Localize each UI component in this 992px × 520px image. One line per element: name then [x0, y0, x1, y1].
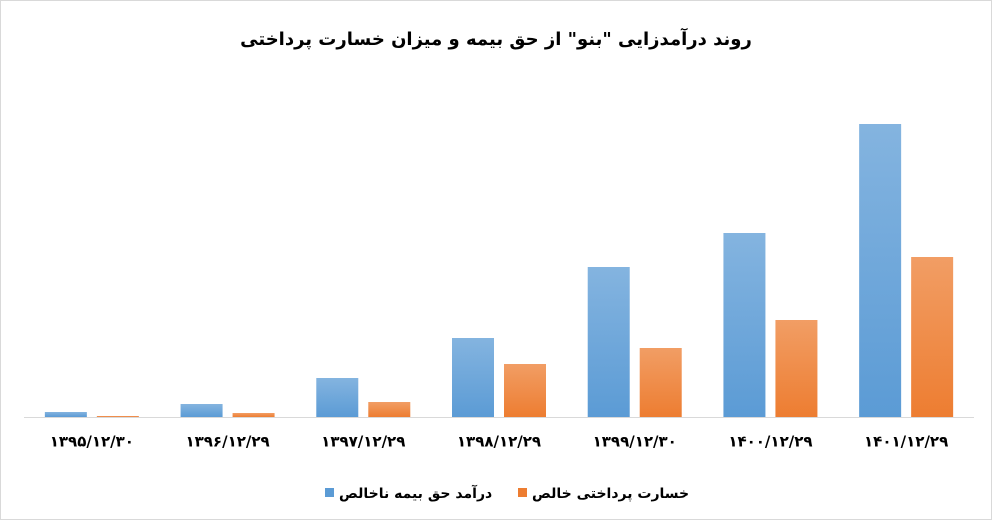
- x-tick-label: ۱۳۹۵/۱۲/۳۰: [50, 433, 134, 451]
- bar: [723, 233, 766, 417]
- bar: [96, 416, 139, 417]
- bar: [316, 378, 359, 417]
- x-tick-label: ۱۳۹۷/۱۲/۲۹: [321, 433, 405, 451]
- bar: [859, 124, 902, 417]
- chart-title: روند درآمدزایی "بنو" از حق بیمه و میزان …: [240, 27, 752, 50]
- bar: [504, 364, 546, 417]
- bar: [180, 404, 223, 417]
- x-tick-label: ۱۴۰۰/۱۲/۲۹: [728, 433, 812, 451]
- x-tick-label: ۱۳۹۶/۱۲/۲۹: [185, 433, 269, 451]
- legend-swatch: [325, 488, 334, 497]
- bar: [452, 338, 494, 417]
- x-tick-label: ۱۴۰۱/۱۲/۲۹: [864, 433, 948, 451]
- x-tick-label: ۱۳۹۸/۱۲/۲۹: [457, 433, 541, 451]
- legend-label: خسارت پرداختی خالص: [532, 486, 689, 502]
- x-tick-label: ۱۳۹۹/۱۲/۳۰: [593, 433, 677, 451]
- bar: [775, 320, 818, 417]
- legend-label: درآمد حق بیمه ناخالص: [339, 484, 492, 502]
- legend-swatch: [518, 488, 527, 497]
- bar: [44, 412, 87, 417]
- bar: [587, 267, 630, 417]
- bar: [639, 348, 682, 417]
- bar: [232, 413, 275, 417]
- bar: [911, 257, 954, 417]
- bar: [368, 402, 411, 417]
